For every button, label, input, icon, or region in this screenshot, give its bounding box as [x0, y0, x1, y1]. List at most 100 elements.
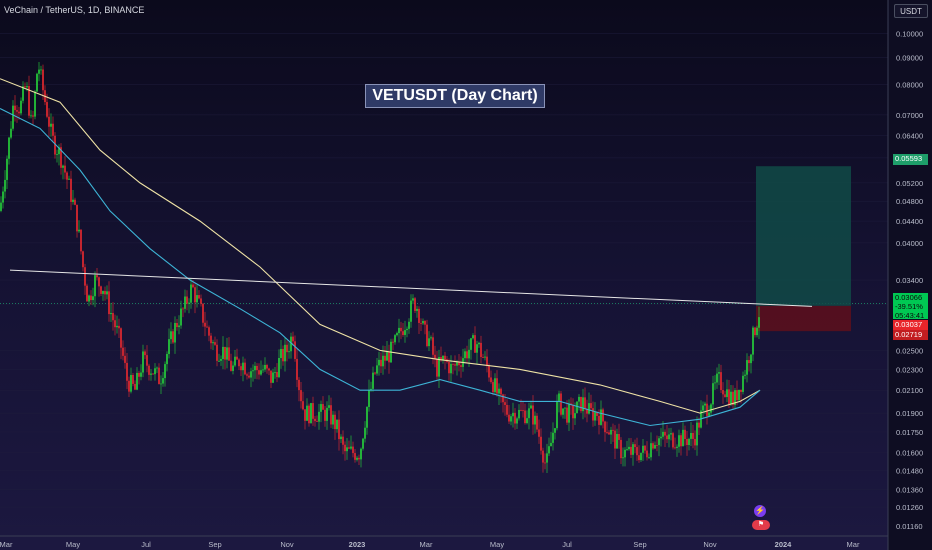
candle-body: [602, 409, 604, 422]
candle-body: [50, 123, 52, 127]
candle-body: [514, 412, 516, 424]
candle-body: [690, 432, 692, 439]
candle-body: [302, 401, 304, 410]
x-tick-label: Mar: [420, 540, 433, 549]
y-tick-label: 0.04800: [896, 197, 923, 206]
candle-body: [378, 359, 380, 366]
candle-body: [190, 284, 192, 303]
candle-body: [474, 335, 476, 353]
candle-body: [220, 359, 222, 361]
candle-body: [158, 367, 160, 385]
candle-body: [488, 366, 490, 378]
candle-body: [34, 91, 36, 117]
candle-body: [148, 365, 150, 375]
candle-body: [304, 409, 306, 421]
y-tick-label: 0.04000: [896, 239, 923, 248]
y-tick-label: 0.04400: [896, 217, 923, 226]
y-tick-label: 0.07000: [896, 111, 923, 120]
candle-body: [154, 368, 156, 375]
bar-countdown: 05:43:41: [895, 311, 925, 320]
y-tick-label: 0.01260: [896, 503, 923, 512]
candle-body: [444, 355, 446, 360]
candle-body: [308, 405, 310, 424]
candle-body: [406, 328, 408, 331]
candle-body: [454, 364, 456, 366]
candle-body: [74, 199, 76, 205]
candle-body: [578, 396, 580, 402]
candle-body: [442, 355, 444, 360]
chart-annotation-label[interactable]: VETUSDT (Day Chart): [365, 84, 545, 108]
candle-body: [14, 105, 16, 111]
candle-body: [586, 408, 588, 414]
candle-body: [734, 390, 736, 405]
candle-body: [164, 364, 166, 379]
candle-body: [754, 327, 756, 336]
candle-body: [478, 342, 480, 345]
candle-body: [402, 331, 404, 335]
candle-body: [336, 419, 338, 430]
candle-body: [156, 367, 158, 369]
candle-body: [502, 394, 504, 403]
candle-body: [718, 372, 720, 374]
y-tick-label: 0.01160: [896, 522, 923, 531]
candle-body: [194, 287, 196, 303]
candle-body: [500, 388, 502, 395]
candle-body: [102, 290, 104, 294]
candle-body: [520, 409, 522, 411]
candle-body: [564, 407, 566, 409]
candle-body: [492, 382, 494, 393]
candle-body: [752, 327, 754, 355]
candle-body: [334, 414, 336, 430]
x-tick-label: May: [66, 540, 80, 549]
candle-body: [142, 351, 144, 373]
candle-body: [352, 446, 354, 454]
candle-body: [320, 404, 322, 412]
candle-body: [8, 137, 10, 159]
candle-body: [686, 438, 688, 446]
candle-body: [280, 348, 282, 358]
candle-body: [558, 393, 560, 402]
candle-body: [258, 370, 260, 375]
candle-body: [430, 337, 432, 339]
candle-body: [588, 403, 590, 414]
y-tick-label: 0.09000: [896, 53, 923, 62]
candle-body: [726, 389, 728, 398]
candle-body: [506, 404, 508, 415]
candle-body: [162, 378, 164, 384]
candle-body: [26, 86, 28, 88]
x-tick-label: Sep: [633, 540, 646, 549]
candle-body: [86, 285, 88, 302]
candle-body: [426, 324, 428, 347]
x-tick-label: Sep: [208, 540, 221, 549]
candle-body: [574, 413, 576, 419]
candle-body: [388, 351, 390, 363]
candle-body: [316, 421, 318, 422]
candle-body: [434, 354, 436, 360]
candle-body: [92, 296, 94, 301]
y-tick-label: 0.01360: [896, 486, 923, 495]
candle-body: [182, 308, 184, 310]
x-tick-label: 2024: [775, 540, 793, 549]
candle-body: [84, 267, 86, 286]
candle-body: [750, 354, 752, 364]
candle-body: [326, 407, 328, 421]
y-tick-label: 0.01480: [896, 466, 923, 475]
candle-body: [62, 165, 64, 168]
candle-body: [484, 356, 486, 358]
candle-body: [498, 388, 500, 394]
candle-body: [56, 154, 58, 155]
candle-body: [368, 390, 370, 407]
candle-body: [480, 342, 482, 358]
candle-body: [524, 410, 526, 424]
currency-button[interactable]: USDT: [894, 4, 928, 18]
candle-body: [64, 165, 66, 173]
candle-body: [424, 320, 426, 325]
candle-body: [606, 432, 608, 433]
candle-body: [362, 438, 364, 449]
candle-body: [758, 317, 760, 328]
flag-icon[interactable]: ⚑: [752, 520, 770, 530]
candle-body: [440, 357, 442, 360]
lightning-icon[interactable]: ⚡: [754, 505, 766, 517]
